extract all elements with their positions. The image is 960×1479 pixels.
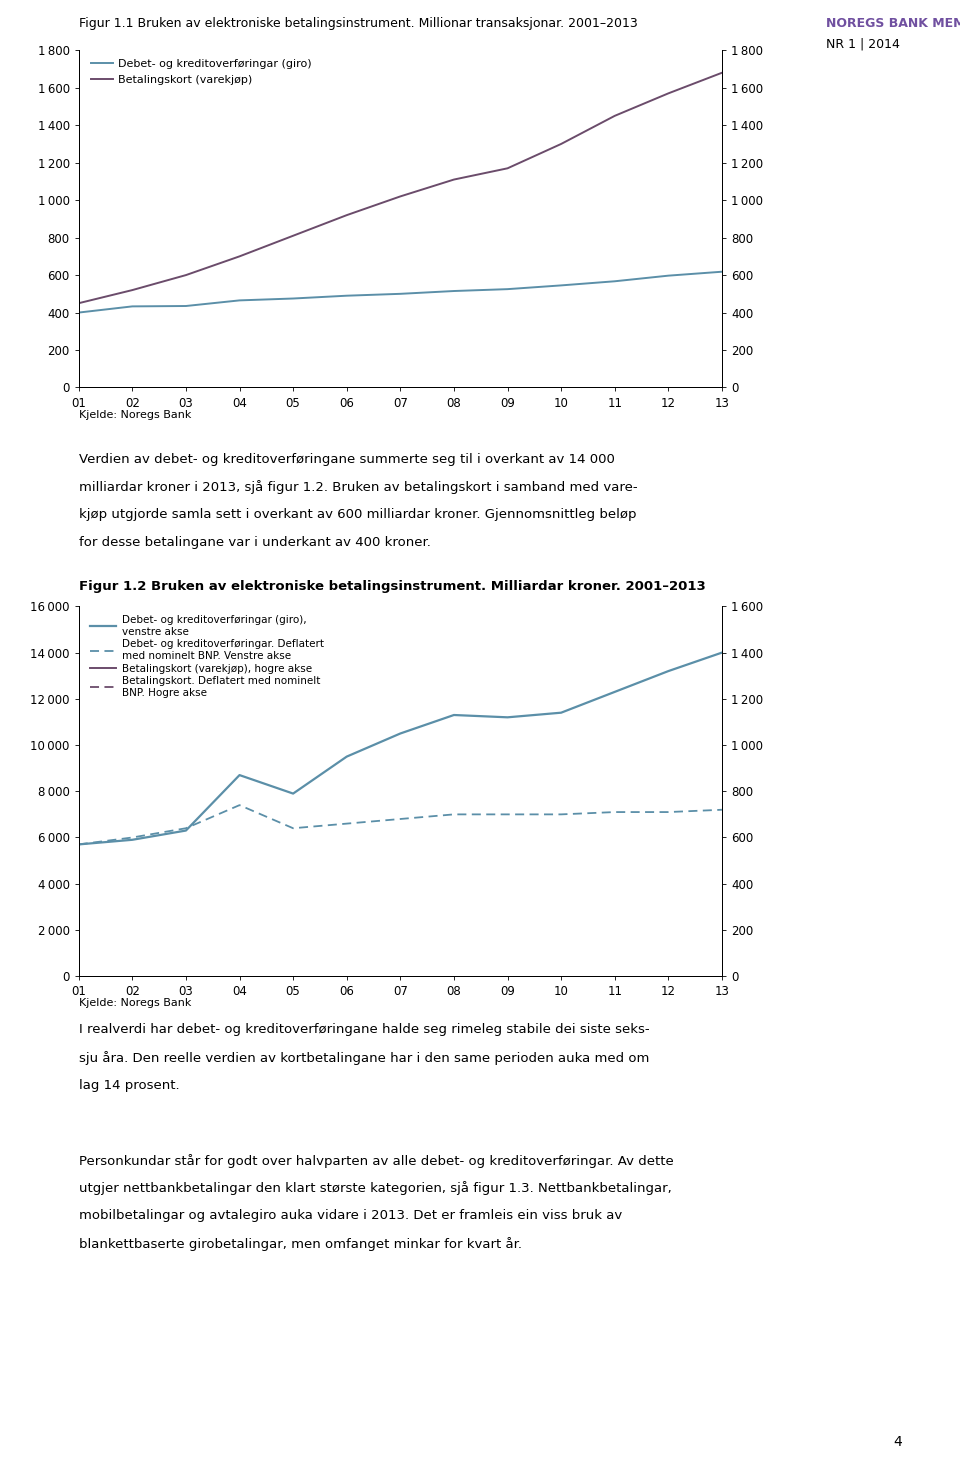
- Text: sju åra. Den reelle verdien av kortbetalingane har i den same perioden auka med : sju åra. Den reelle verdien av kortbetal…: [79, 1052, 649, 1065]
- Text: Personkundar står for godt over halvparten av alle debet- og kreditoverføringar.: Personkundar står for godt over halvpart…: [79, 1154, 674, 1167]
- Text: 4: 4: [893, 1436, 902, 1449]
- Text: blankettbaserte girobetalingar, men omfanget minkar for kvart år.: blankettbaserte girobetalingar, men omfa…: [79, 1236, 521, 1251]
- Text: for desse betalingane var i underkant av 400 kroner.: for desse betalingane var i underkant av…: [79, 535, 431, 549]
- Text: milliardar kroner i 2013, sjå figur 1.2. Bruken av betalingskort i samband med v: milliardar kroner i 2013, sjå figur 1.2.…: [79, 481, 637, 494]
- Text: I realverdi har debet- og kreditoverføringane halde seg rimeleg stabile dei sist: I realverdi har debet- og kreditoverføri…: [79, 1023, 649, 1037]
- Text: Kjelde: Noregs Bank: Kjelde: Noregs Bank: [79, 410, 191, 420]
- Text: kjøp utgjorde samla sett i overkant av 600 milliardar kroner. Gjennomsnittleg be: kjøp utgjorde samla sett i overkant av 6…: [79, 509, 636, 521]
- Legend: Debet- og kreditoverføringar (giro),
venstre akse, Debet- og kreditoverføringar.: Debet- og kreditoverføringar (giro), ven…: [90, 615, 324, 698]
- Text: NR 1 | 2014: NR 1 | 2014: [826, 38, 900, 50]
- Text: Verdien av debet- og kreditoverføringane summerte seg til i overkant av 14 000: Verdien av debet- og kreditoverføringane…: [79, 453, 614, 466]
- Text: mobilbetalingar og avtalegiro auka vidare i 2013. Det er framleis ein viss bruk : mobilbetalingar og avtalegiro auka vidar…: [79, 1210, 622, 1222]
- Text: NOREGS BANK MEMO: NOREGS BANK MEMO: [826, 16, 960, 30]
- Text: lag 14 prosent.: lag 14 prosent.: [79, 1080, 180, 1092]
- Legend: Debet- og kreditoverføringar (giro), Betalingskort (varekjøp): Debet- og kreditoverføringar (giro), Bet…: [90, 59, 312, 84]
- Text: Figur 1.1 Bruken av elektroniske betalingsinstrument. Millionar transaksjonar. 2: Figur 1.1 Bruken av elektroniske betalin…: [79, 16, 637, 30]
- Text: Kjelde: Noregs Bank: Kjelde: Noregs Bank: [79, 998, 191, 1009]
- Text: utgjer nettbankbetalingar den klart største kategorien, sjå figur 1.3. Nettbankb: utgjer nettbankbetalingar den klart stør…: [79, 1182, 671, 1195]
- Text: Figur 1.2 Bruken av elektroniske betalingsinstrument. Milliardar kroner. 2001–20: Figur 1.2 Bruken av elektroniske betalin…: [79, 580, 706, 593]
